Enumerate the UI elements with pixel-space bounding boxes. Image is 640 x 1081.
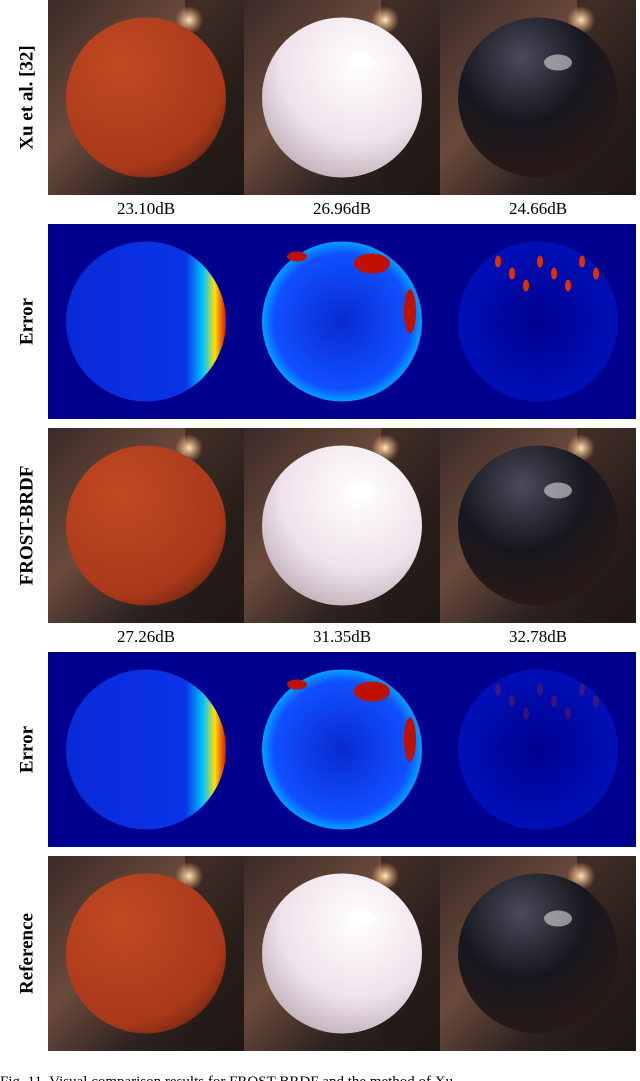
sphere [262,241,422,402]
psnr-label: 31.35dB [313,627,371,646]
render-image [48,428,244,623]
psnr-label: 26.96dB [313,199,371,218]
error-speck [593,695,599,708]
render-image [48,0,244,195]
error-speck [551,267,557,280]
error-hotspot [354,681,390,702]
sphere [458,241,618,402]
error-speck [565,707,571,720]
error-map [48,224,244,419]
sphere [262,17,422,178]
highlight [544,910,572,927]
error-speck [523,279,529,292]
error-map [440,652,636,847]
row-label: Error [16,297,37,345]
sphere [458,873,618,1034]
sphere [66,241,226,402]
error-hotspot [354,253,390,274]
psnr-label: 24.66dB [509,199,567,218]
psnr-label: 23.10dB [117,199,175,218]
error-hotspot [287,679,307,690]
row-label: Reference [16,913,37,994]
render-image [440,428,636,623]
error-speck [593,267,599,280]
sphere [66,445,226,606]
sphere [262,669,422,830]
error-map [48,652,244,847]
error-speck [579,683,585,696]
render-image [244,856,440,1051]
highlight [348,482,376,499]
error-speck [551,695,557,708]
error-speck [509,695,515,708]
render-image [244,0,440,195]
error-speck [537,683,543,696]
error-speck [495,683,501,696]
error-map [244,224,440,419]
row-label: Error [16,725,37,773]
sphere [458,669,618,830]
sphere [66,669,226,830]
psnr-label: 27.26dB [117,627,175,646]
psnr-label: 32.78dB [509,627,567,646]
render-image [48,856,244,1051]
render-image [440,0,636,195]
error-speck [565,279,571,292]
error-speck [509,267,515,280]
error-speck [495,255,501,268]
sphere [262,873,422,1034]
error-hotspot [404,289,416,334]
sphere [66,873,226,1034]
render-image [244,428,440,623]
error-map [244,652,440,847]
error-hotspot [404,717,416,762]
caption: Fig. 11. Visual comparison results for F… [0,1074,454,1081]
row-label: FROST-BRDF [16,466,37,586]
render-image [440,856,636,1051]
error-map [440,224,636,419]
sphere [458,17,618,178]
sphere [66,17,226,178]
error-speck [579,255,585,268]
error-hotspot [287,251,307,262]
row-label: Xu et al. [32] [16,45,37,149]
error-speck [523,707,529,720]
highlight [348,910,376,927]
sphere [458,445,618,606]
highlight [348,54,376,71]
highlight [544,482,572,499]
highlight [544,54,572,71]
error-speck [537,255,543,268]
sphere [262,445,422,606]
